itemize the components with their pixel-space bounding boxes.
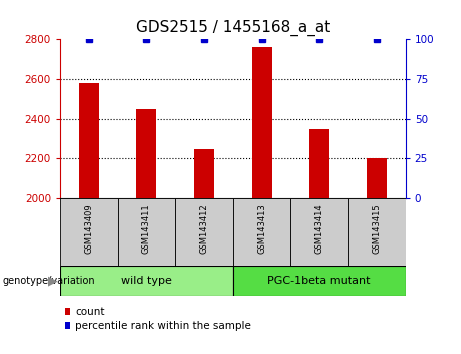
Bar xyxy=(60,266,233,296)
Text: percentile rank within the sample: percentile rank within the sample xyxy=(75,321,251,331)
Bar xyxy=(79,83,99,198)
Bar xyxy=(233,198,290,266)
Bar xyxy=(290,198,348,266)
Bar xyxy=(136,109,156,198)
Bar xyxy=(348,198,406,266)
Text: wild type: wild type xyxy=(121,275,172,286)
Bar xyxy=(233,266,406,296)
Bar xyxy=(175,198,233,266)
Text: GSM143415: GSM143415 xyxy=(372,204,381,254)
Text: GSM143411: GSM143411 xyxy=(142,204,151,254)
Text: GSM143409: GSM143409 xyxy=(84,204,93,254)
Text: count: count xyxy=(75,307,105,316)
Text: PGC-1beta mutant: PGC-1beta mutant xyxy=(267,275,371,286)
Bar xyxy=(252,47,272,198)
Bar xyxy=(367,159,387,198)
Bar xyxy=(60,198,118,266)
Text: GSM143412: GSM143412 xyxy=(200,204,208,254)
Title: GDS2515 / 1455168_a_at: GDS2515 / 1455168_a_at xyxy=(136,20,330,36)
Bar xyxy=(118,198,175,266)
Bar xyxy=(194,149,214,198)
Text: GSM143413: GSM143413 xyxy=(257,204,266,255)
Text: GSM143414: GSM143414 xyxy=(315,204,324,254)
Text: genotype/variation: genotype/variation xyxy=(2,275,95,286)
Bar xyxy=(309,129,329,198)
Text: ▶: ▶ xyxy=(48,274,58,287)
